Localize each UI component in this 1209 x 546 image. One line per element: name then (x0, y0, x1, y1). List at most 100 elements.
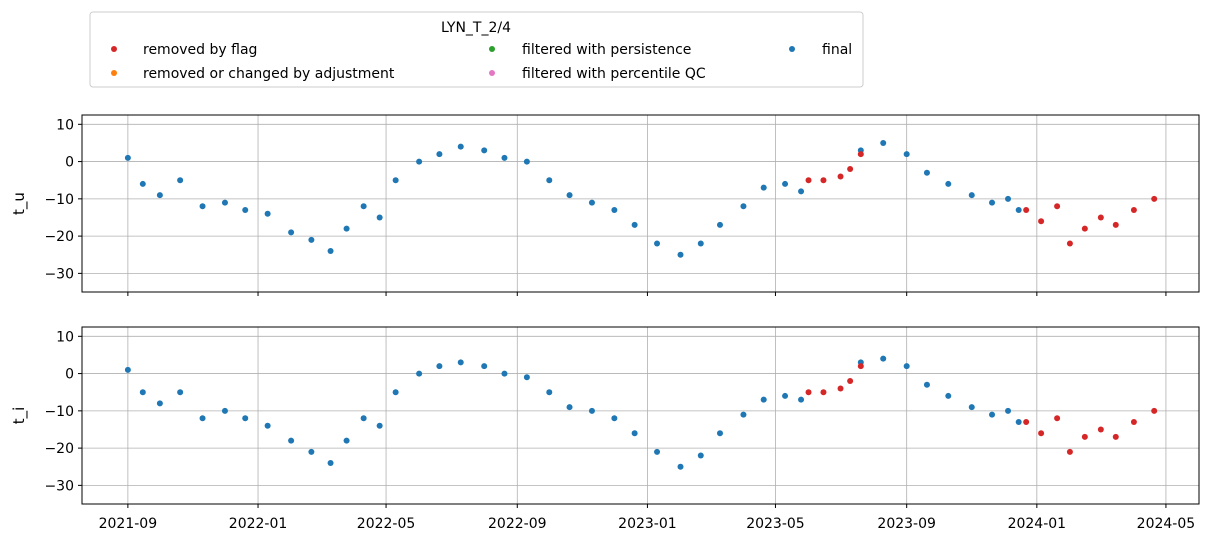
y-tick-label: 0 (65, 367, 74, 383)
final-point (945, 392, 952, 399)
flagged-point (1151, 407, 1158, 414)
subplot-t-i: 10 0 −10 −20 −30 2021-09 2022-01 2022-05 2022-09… (10, 326, 1200, 532)
final-point (798, 396, 805, 403)
x-tick-label: 2024-05 (1137, 516, 1196, 532)
flagged-point (837, 173, 844, 180)
final-point (782, 392, 789, 399)
flagged-point (857, 151, 864, 158)
flagged-point (1054, 415, 1061, 422)
final-point (588, 199, 595, 206)
legend-label-removed-or-changed: removed or changed by adjustment (143, 66, 395, 82)
flagged-point (1023, 207, 1030, 214)
subplot-t-u: 10 0 −10 −20 −30 t_u (10, 114, 1200, 296)
final-point (177, 389, 184, 396)
x-tick-label: 2022-09 (488, 516, 547, 532)
final-point (566, 192, 573, 199)
final-point (457, 143, 464, 150)
final-point (156, 400, 163, 407)
final-point (631, 221, 638, 228)
final-point (566, 404, 573, 411)
final-point (501, 154, 508, 161)
final-point (740, 411, 747, 418)
final-point (264, 210, 271, 217)
y-tick-label: −20 (44, 229, 74, 245)
final-point (716, 221, 723, 228)
flagged-point (820, 389, 827, 396)
flagged-point (1023, 419, 1030, 426)
y-tick-label: 0 (65, 155, 74, 171)
final-point (782, 180, 789, 187)
final-point (968, 404, 975, 411)
final-point (392, 389, 399, 396)
final-point (631, 430, 638, 437)
final-point (139, 389, 146, 396)
final-point (457, 359, 464, 366)
flagged-point (805, 177, 812, 184)
flagged-point (1097, 214, 1104, 221)
final-point (1015, 207, 1022, 214)
flagged-point (847, 166, 854, 173)
flagged-point (1066, 448, 1073, 455)
flagged-point (857, 363, 864, 370)
y-tick-label: 10 (56, 329, 74, 345)
final-point (760, 396, 767, 403)
legend-marker-percentile (489, 70, 495, 76)
flagged-point (1081, 433, 1088, 440)
final-point (481, 363, 488, 370)
y-axis-label: t_i (10, 407, 29, 425)
final-point (343, 225, 350, 232)
final-point (716, 430, 723, 437)
final-point (199, 415, 206, 422)
final-point (308, 448, 315, 455)
final-point (968, 192, 975, 199)
final-point (611, 415, 618, 422)
y-tick-label: −30 (44, 266, 74, 282)
final-point (199, 203, 206, 210)
final-point (177, 177, 184, 184)
final-point (416, 158, 423, 165)
final-point (436, 151, 443, 158)
legend-label-removed-by-flag: removed by flag (143, 42, 257, 58)
y-tick-label: 10 (56, 117, 74, 133)
final-point (760, 184, 767, 191)
legend-marker-final (789, 46, 795, 52)
final-point (221, 199, 228, 206)
final-point (546, 177, 553, 184)
flagged-point (805, 389, 812, 396)
flagged-point (1054, 203, 1061, 210)
axes-frame (81, 114, 1200, 293)
final-point (242, 207, 249, 214)
final-point (501, 370, 508, 377)
final-point (588, 407, 595, 414)
x-tick-label: 2024-01 (1008, 516, 1067, 532)
final-point (880, 355, 887, 362)
final-point (242, 415, 249, 422)
final-point (677, 251, 684, 258)
final-point (989, 199, 996, 206)
final-point (124, 154, 131, 161)
final-point (264, 422, 271, 429)
final-point (546, 389, 553, 396)
legend-title: LYN_T_2/4 (441, 20, 511, 36)
flagged-point (1097, 426, 1104, 433)
y-tick-label: −10 (44, 404, 74, 420)
x-tick-label: 2022-05 (357, 516, 416, 532)
final-point (523, 158, 530, 165)
final-point (697, 240, 704, 247)
final-point (880, 139, 887, 146)
legend-marker-removed-by-flag (111, 46, 117, 52)
x-tick-label: 2021-09 (99, 516, 158, 532)
legend-marker-removed-or-changed (111, 70, 117, 76)
final-point (1005, 407, 1012, 414)
final-point (360, 203, 367, 210)
final-point (416, 370, 423, 377)
final-point (343, 437, 350, 444)
flagged-point (1112, 221, 1119, 228)
final-point (654, 448, 661, 455)
flagged-point (1112, 433, 1119, 440)
final-point (989, 411, 996, 418)
legend-marker-persistence (489, 46, 495, 52)
final-point (903, 363, 910, 370)
